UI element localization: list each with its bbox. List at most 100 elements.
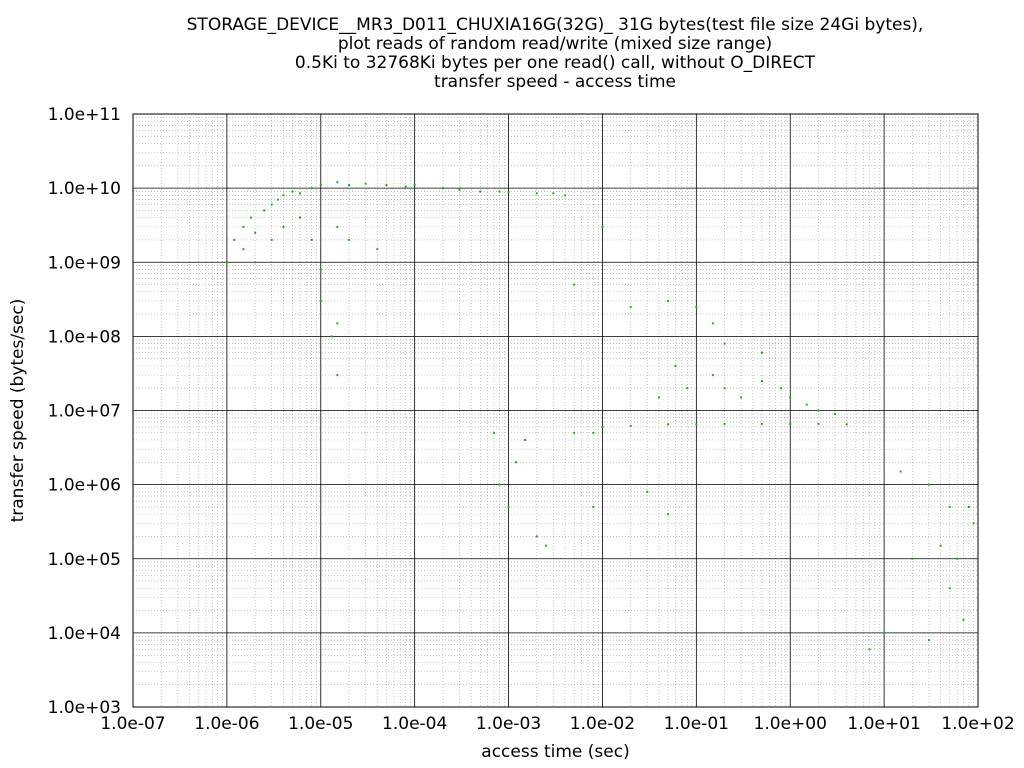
data-point bbox=[336, 225, 339, 228]
data-point bbox=[695, 423, 698, 426]
data-point bbox=[544, 544, 547, 547]
data-point bbox=[657, 396, 660, 399]
data-point bbox=[573, 431, 576, 434]
data-point bbox=[723, 387, 726, 390]
y-tick-label: 1.0e+09 bbox=[48, 253, 121, 273]
data-point bbox=[298, 192, 301, 195]
chart-title: STORAGE_DEVICE__MR3_D011_CHUXIA16G(32G)_… bbox=[0, 16, 1024, 92]
data-point bbox=[845, 423, 848, 426]
data-point bbox=[789, 422, 792, 425]
x-axis-label: access time (sec) bbox=[481, 742, 629, 762]
data-point bbox=[760, 351, 763, 354]
data-point bbox=[493, 431, 496, 434]
x-tick-label: 1.0e-07 bbox=[100, 714, 165, 734]
data-point bbox=[629, 424, 632, 427]
data-point bbox=[233, 238, 236, 241]
data-point bbox=[667, 423, 670, 426]
data-point bbox=[927, 639, 930, 642]
x-tick-label: 1.0e-03 bbox=[476, 714, 541, 734]
data-point bbox=[573, 283, 576, 286]
data-point bbox=[404, 185, 407, 188]
y-tick-label: 1.0e+11 bbox=[48, 105, 121, 125]
x-tick-label: 1.0e-06 bbox=[194, 714, 259, 734]
data-point bbox=[817, 422, 820, 425]
data-point bbox=[805, 403, 808, 406]
x-tick-label: 1.0e+01 bbox=[847, 714, 920, 734]
major-grid bbox=[132, 113, 979, 708]
data-point bbox=[348, 184, 351, 187]
data-point bbox=[723, 422, 726, 425]
data-point bbox=[868, 648, 871, 651]
data-point bbox=[413, 184, 416, 187]
data-point bbox=[956, 557, 959, 560]
data-point bbox=[629, 305, 632, 308]
y-tick-label: 1.0e+04 bbox=[48, 624, 121, 644]
data-point bbox=[282, 194, 285, 197]
data-point bbox=[760, 422, 763, 425]
data-point bbox=[242, 225, 245, 228]
data-point bbox=[646, 490, 649, 493]
data-point bbox=[524, 438, 527, 441]
data-point bbox=[601, 225, 604, 228]
data-point bbox=[899, 470, 902, 473]
x-tick-label: 1.0e-05 bbox=[288, 714, 353, 734]
data-point bbox=[225, 261, 228, 264]
data-point bbox=[939, 544, 942, 547]
data-point bbox=[686, 387, 689, 390]
y-tick-label: 1.0e+10 bbox=[48, 179, 121, 199]
data-points bbox=[225, 181, 975, 651]
data-point bbox=[263, 209, 266, 212]
data-point bbox=[336, 322, 339, 325]
data-point bbox=[330, 335, 333, 338]
data-point bbox=[711, 374, 714, 377]
data-point bbox=[711, 322, 714, 325]
data-point bbox=[740, 396, 743, 399]
data-point bbox=[601, 425, 604, 428]
y-tick-labels: 1.0e+03 1.0e+04 1.0e+05 1.0e+06 1.0e+07 1.0e+… bbox=[48, 105, 121, 718]
data-point bbox=[254, 231, 257, 234]
x-tick-label: 1.0e+02 bbox=[941, 714, 1014, 734]
data-point bbox=[883, 631, 886, 634]
plot-frame bbox=[132, 113, 979, 708]
data-point bbox=[592, 431, 595, 434]
data-point bbox=[249, 216, 252, 219]
x-tick-label: 1.0e-04 bbox=[382, 714, 447, 734]
data-point bbox=[564, 194, 567, 197]
data-point bbox=[336, 374, 339, 377]
chart-title-line-1: STORAGE_DEVICE__MR3_D011_CHUXIA16G(32G)_… bbox=[186, 15, 924, 35]
data-point bbox=[364, 182, 367, 185]
data-point bbox=[319, 268, 322, 271]
x-tick-label: 1.0e-02 bbox=[570, 714, 635, 734]
y-tick-label: 1.0e+03 bbox=[48, 698, 121, 718]
data-point bbox=[927, 483, 930, 486]
data-point bbox=[911, 557, 914, 560]
data-point bbox=[282, 225, 285, 228]
data-point bbox=[667, 513, 670, 516]
chart-title-line-3: 0.5Ki to 32768Ki bytes per one read() ca… bbox=[294, 53, 816, 73]
y-tick-label: 1.0e+06 bbox=[48, 476, 121, 496]
data-point bbox=[242, 248, 245, 251]
data-point bbox=[310, 238, 313, 241]
data-point bbox=[552, 192, 555, 195]
data-point bbox=[479, 190, 482, 193]
data-point bbox=[667, 300, 670, 303]
data-point bbox=[385, 184, 388, 187]
data-point bbox=[962, 618, 965, 621]
data-point bbox=[834, 412, 837, 415]
data-point bbox=[780, 387, 783, 390]
data-point bbox=[254, 261, 257, 264]
data-point bbox=[291, 190, 294, 193]
data-point bbox=[695, 305, 698, 308]
chart-title-line-2: plot reads of random read/write (mixed s… bbox=[337, 34, 773, 54]
data-point bbox=[507, 191, 510, 194]
data-point bbox=[789, 396, 792, 399]
data-point bbox=[817, 409, 820, 412]
data-point bbox=[441, 187, 444, 190]
data-point bbox=[270, 238, 273, 241]
data-point bbox=[514, 461, 517, 464]
data-point bbox=[760, 380, 763, 383]
y-axis-label: transfer speed (bytes/sec) bbox=[8, 299, 28, 523]
data-point bbox=[458, 188, 461, 191]
data-point bbox=[270, 203, 273, 206]
